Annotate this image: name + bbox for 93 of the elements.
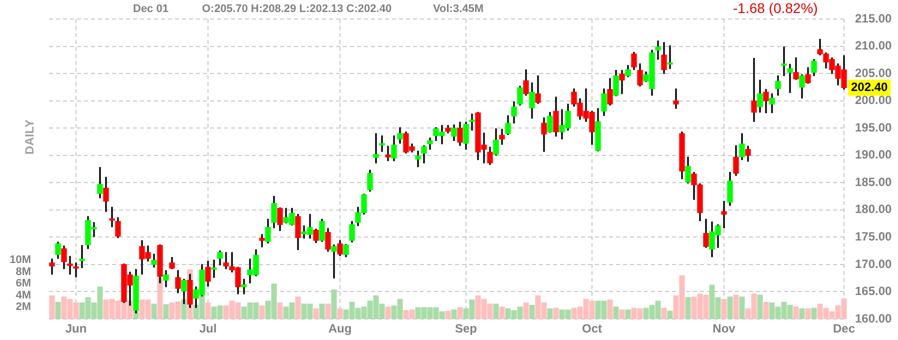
bar: [607, 300, 613, 319]
bar: [163, 304, 169, 319]
candlestick: [241, 278, 247, 294]
bar: [499, 306, 505, 319]
bar: [205, 302, 211, 319]
bar: [661, 308, 667, 319]
x-tick-label: Jul: [199, 322, 217, 336]
candlestick: [469, 114, 475, 131]
bar: [811, 308, 817, 319]
bar: [625, 310, 631, 319]
bar: [793, 306, 799, 319]
bar: [799, 308, 805, 319]
y-tick-label: 175.00: [855, 229, 892, 244]
x-tick-label: Nov: [712, 322, 736, 336]
y-tick-label: 195.00: [855, 120, 892, 134]
bar: [733, 294, 739, 319]
text: Dec 01: [133, 3, 168, 15]
y-tick-label: 185.00: [855, 174, 892, 189]
text: O:205.70 H:208.29 L:202.13 C:202.40: [202, 3, 392, 15]
y-tick-label: 210.00: [855, 38, 892, 53]
y-tick-label: 160.00: [855, 311, 892, 326]
candlestick: [373, 133, 379, 164]
bar: [277, 302, 283, 319]
y-tick-label: 190.00: [855, 148, 892, 162]
y2-tick-label: 4M: [16, 289, 31, 302]
bar: [295, 296, 301, 319]
candlestick: [379, 135, 385, 152]
candlestick: [721, 200, 727, 228]
bar: [619, 310, 625, 319]
bar: [55, 302, 61, 319]
bar: [151, 304, 157, 319]
bar: [547, 308, 553, 319]
candlestick: [259, 234, 265, 248]
bar: [313, 308, 319, 319]
x-tick-label: Sep: [454, 322, 478, 336]
bar: [181, 300, 187, 319]
candlestick: [781, 46, 787, 76]
bar: [685, 297, 691, 319]
bar: [259, 305, 265, 319]
candlestick: [109, 206, 115, 228]
bar: [457, 307, 463, 319]
bar: [721, 298, 727, 319]
bar: [523, 302, 529, 319]
candlestick: [385, 146, 391, 162]
bar: [757, 294, 763, 319]
candlestick: [79, 245, 85, 268]
bar: [739, 296, 745, 319]
y-tick-label: 180.00: [855, 202, 892, 216]
candlestick: [415, 150, 421, 168]
candlestick: [787, 64, 793, 93]
y-tick-label: 215.00: [855, 11, 892, 26]
annotation: 202.40: [851, 80, 888, 94]
candlestick: [73, 262, 79, 278]
bar: [337, 308, 343, 319]
bar: [529, 304, 535, 319]
bar: [331, 289, 337, 319]
y-tick-label: 165.00: [855, 284, 892, 298]
candlestick: [751, 58, 757, 122]
y-tick-label: 170.00: [855, 256, 892, 271]
bar: [49, 295, 55, 319]
bar: [727, 296, 733, 319]
bar: [493, 304, 499, 319]
x-tick-label: Dec: [832, 322, 856, 336]
x-tick-label: Jun: [65, 322, 87, 336]
y2-tick-label: 6M: [16, 278, 31, 290]
bar: [763, 302, 769, 319]
bar: [319, 304, 325, 319]
candlestick: [211, 260, 217, 278]
bar: [445, 310, 451, 319]
bar: [325, 304, 331, 319]
bar: [553, 308, 559, 319]
candlestick: [331, 244, 337, 278]
candlestick: [223, 252, 229, 270]
candlestick: [667, 45, 673, 69]
y2-tick-label: 10M: [10, 254, 31, 266]
x-tick-label: Oct: [582, 322, 602, 336]
candlestick: [49, 258, 55, 275]
bar: [805, 308, 811, 319]
candlestick: [67, 256, 73, 275]
y2-tick-label: 8M: [16, 266, 31, 278]
text: DAILY: [22, 120, 36, 154]
y2-tick-label: 2M: [16, 301, 31, 314]
bar: [451, 310, 457, 319]
x-tick-label: Aug: [328, 322, 352, 336]
bar: [667, 310, 673, 319]
bar: [613, 306, 619, 319]
bar: [385, 306, 391, 319]
y-tick-label: 205.00: [855, 66, 892, 80]
candlestick: [673, 88, 679, 109]
text: -1.68 (0.82%): [733, 0, 818, 16]
candlestick: [655, 40, 661, 60]
y-tick-label: 200.00: [855, 93, 892, 108]
text: Vol:3.45M: [433, 3, 484, 15]
